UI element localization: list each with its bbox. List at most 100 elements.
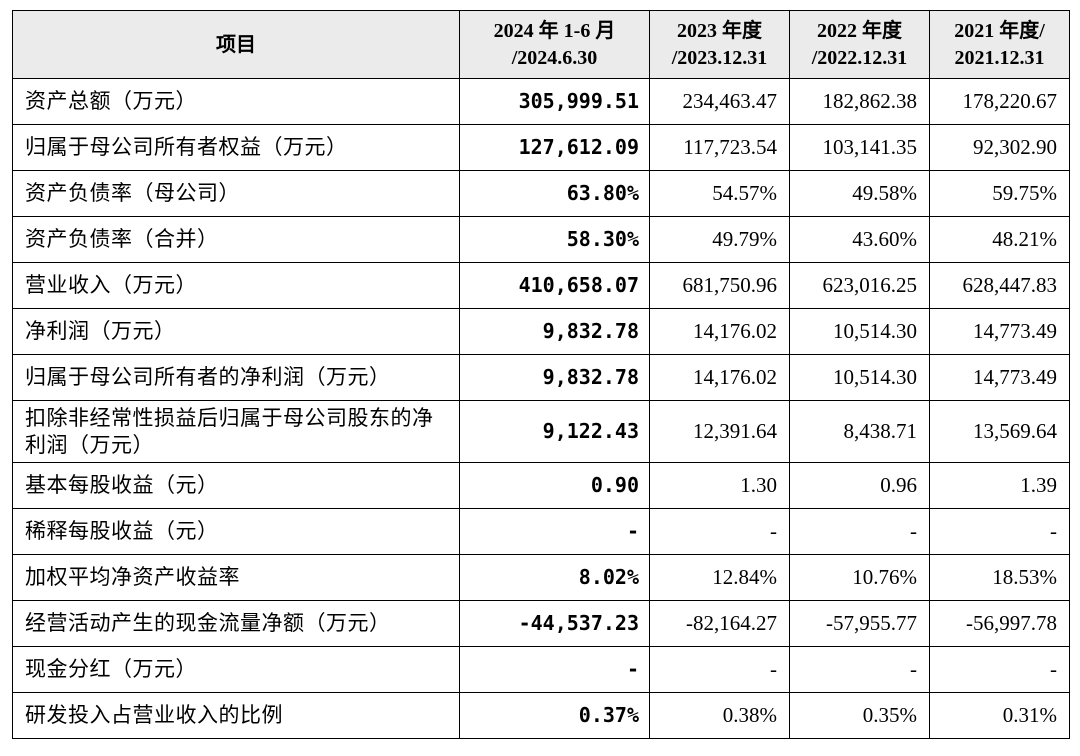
header-period-2023-line2: /2023.12.31	[671, 46, 768, 69]
cell-2022: -	[789, 508, 930, 555]
cell-2022: 103,141.35	[789, 124, 930, 171]
header-period-2024-line2: /2024.6.30	[511, 46, 598, 69]
cell-2023: 49.79%	[649, 216, 790, 263]
cell-2021: -	[929, 646, 1070, 693]
table-row: 资产负债率（合并） 58.30% 49.79% 43.60% 48.21%	[12, 216, 1070, 263]
table-row: 归属于母公司所有者权益（万元） 127,612.09 117,723.54 10…	[12, 124, 1070, 171]
cell-2021: 628,447.83	[929, 262, 1070, 309]
cell-2021: 0.31%	[929, 692, 1070, 739]
cell-2024: 8.02%	[459, 554, 650, 601]
row-label: 净利润（万元）	[12, 308, 460, 355]
table-row: 现金分红（万元） - - - -	[12, 646, 1070, 693]
cell-2024: -	[459, 646, 650, 693]
header-period-2021-line1: 2021 年度/	[954, 19, 1045, 42]
cell-2023: 54.57%	[649, 170, 790, 217]
table-row: 净利润（万元） 9,832.78 14,176.02 10,514.30 14,…	[12, 308, 1070, 355]
header-item: 项目	[12, 10, 460, 79]
cell-2024: 9,832.78	[459, 308, 650, 355]
table-row: 资产负债率（母公司） 63.80% 54.57% 49.58% 59.75%	[12, 170, 1070, 217]
cell-2021: 48.21%	[929, 216, 1070, 263]
table-row: 基本每股收益（元） 0.90 1.30 0.96 1.39	[12, 462, 1070, 509]
cell-2022: 0.96	[789, 462, 930, 509]
header-period-2021-line2: 2021.12.31	[954, 46, 1045, 69]
row-label: 营业收入（万元）	[12, 262, 460, 309]
cell-2024: -44,537.23	[459, 600, 650, 647]
cell-2021: 14,773.49	[929, 308, 1070, 355]
cell-2023: 1.30	[649, 462, 790, 509]
row-label: 资产负债率（母公司）	[12, 170, 460, 217]
header-period-2023: 2023 年度 /2023.12.31	[649, 10, 790, 79]
row-label: 稀释每股收益（元）	[12, 508, 460, 555]
cell-2023: 14,176.02	[649, 354, 790, 401]
header-period-2022: 2022 年度 /2022.12.31	[789, 10, 930, 79]
table-row: 稀释每股收益（元） - - - -	[12, 508, 1070, 555]
cell-2022: 8,438.71	[789, 400, 930, 463]
cell-2024: 410,658.07	[459, 262, 650, 309]
cell-2023: 0.38%	[649, 692, 790, 739]
cell-2023: -	[649, 508, 790, 555]
cell-2021: 14,773.49	[929, 354, 1070, 401]
cell-2021: 1.39	[929, 462, 1070, 509]
row-label: 经营活动产生的现金流量净额（万元）	[12, 600, 460, 647]
table-row: 归属于母公司所有者的净利润（万元） 9,832.78 14,176.02 10,…	[12, 354, 1070, 401]
cell-2021: 13,569.64	[929, 400, 1070, 463]
table-row: 加权平均净资产收益率 8.02% 12.84% 10.76% 18.53%	[12, 554, 1070, 601]
row-label: 归属于母公司所有者的净利润（万元）	[12, 354, 460, 401]
cell-2022: 43.60%	[789, 216, 930, 263]
cell-2022: 182,862.38	[789, 78, 930, 125]
table-header-row: 项目 2024 年 1-6 月 /2024.6.30 2023 年度 /2023…	[12, 10, 1070, 79]
cell-2022: 10.76%	[789, 554, 930, 601]
cell-2022: 10,514.30	[789, 308, 930, 355]
cell-2023: 12,391.64	[649, 400, 790, 463]
cell-2023: 234,463.47	[649, 78, 790, 125]
cell-2021: -	[929, 508, 1070, 555]
cell-2024: 9,832.78	[459, 354, 650, 401]
table-row: 经营活动产生的现金流量净额（万元） -44,537.23 -82,164.27 …	[12, 600, 1070, 647]
cell-2022: 10,514.30	[789, 354, 930, 401]
header-period-2023-line1: 2023 年度	[677, 19, 762, 42]
header-period-2022-line2: /2022.12.31	[811, 46, 908, 69]
cell-2023: 117,723.54	[649, 124, 790, 171]
header-period-2024-line1: 2024 年 1-6 月	[493, 19, 616, 42]
row-label: 资产负债率（合并）	[12, 216, 460, 263]
cell-2023: -82,164.27	[649, 600, 790, 647]
cell-2023: 12.84%	[649, 554, 790, 601]
cell-2021: 18.53%	[929, 554, 1070, 601]
table-row: 营业收入（万元） 410,658.07 681,750.96 623,016.2…	[12, 262, 1070, 309]
table-row: 资产总额（万元） 305,999.51 234,463.47 182,862.3…	[12, 78, 1070, 125]
header-period-2022-line1: 2022 年度	[817, 19, 902, 42]
row-label: 研发投入占营业收入的比例	[12, 692, 460, 739]
row-label: 基本每股收益（元）	[12, 462, 460, 509]
cell-2024: 127,612.09	[459, 124, 650, 171]
cell-2021: -56,997.78	[929, 600, 1070, 647]
cell-2022: 0.35%	[789, 692, 930, 739]
cell-2024: 305,999.51	[459, 78, 650, 125]
cell-2022: 623,016.25	[789, 262, 930, 309]
cell-2024: 63.80%	[459, 170, 650, 217]
row-label: 扣除非经常性损益后归属于母公司股东的净利润（万元）	[12, 400, 460, 463]
row-label: 归属于母公司所有者权益（万元）	[12, 124, 460, 171]
cell-2024: 58.30%	[459, 216, 650, 263]
header-period-2024: 2024 年 1-6 月 /2024.6.30	[459, 10, 650, 79]
cell-2024: 0.90	[459, 462, 650, 509]
cell-2021: 92,302.90	[929, 124, 1070, 171]
row-label: 加权平均净资产收益率	[12, 554, 460, 601]
table-row: 扣除非经常性损益后归属于母公司股东的净利润（万元） 9,122.43 12,39…	[12, 400, 1070, 463]
financial-table-container: 项目 2024 年 1-6 月 /2024.6.30 2023 年度 /2023…	[12, 10, 1070, 739]
cell-2024: 9,122.43	[459, 400, 650, 463]
cell-2021: 178,220.67	[929, 78, 1070, 125]
row-label: 现金分红（万元）	[12, 646, 460, 693]
cell-2022: -	[789, 646, 930, 693]
cell-2024: 0.37%	[459, 692, 650, 739]
cell-2023: 681,750.96	[649, 262, 790, 309]
cell-2021: 59.75%	[929, 170, 1070, 217]
table-row: 研发投入占营业收入的比例 0.37% 0.38% 0.35% 0.31%	[12, 692, 1070, 739]
financial-summary-table: 项目 2024 年 1-6 月 /2024.6.30 2023 年度 /2023…	[12, 10, 1070, 739]
cell-2024: -	[459, 508, 650, 555]
header-period-2021: 2021 年度/ 2021.12.31	[929, 10, 1070, 79]
cell-2023: -	[649, 646, 790, 693]
cell-2022: 49.58%	[789, 170, 930, 217]
row-label: 资产总额（万元）	[12, 78, 460, 125]
cell-2022: -57,955.77	[789, 600, 930, 647]
cell-2023: 14,176.02	[649, 308, 790, 355]
